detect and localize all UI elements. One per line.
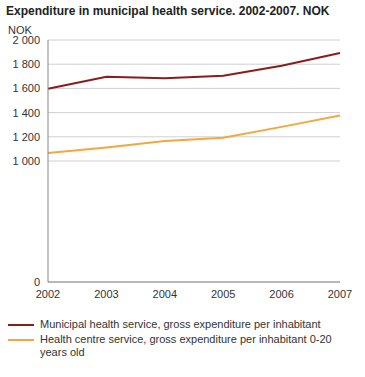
svg-text:1 000: 1 000 [12,155,40,167]
svg-text:2005: 2005 [211,288,235,300]
svg-text:2 000: 2 000 [12,34,40,46]
svg-text:2007: 2007 [328,288,352,300]
svg-text:0: 0 [34,276,40,288]
svg-text:2003: 2003 [94,288,118,300]
svg-text:1 600: 1 600 [12,82,40,94]
html-text:NOK: NOK [8,24,32,36]
html-text:Municipal health service, gros: Municipal health service, gross expendit… [40,318,321,330]
svg-text:1 400: 1 400 [12,107,40,119]
svg-text:2004: 2004 [153,288,177,300]
html-text:Expenditure in municipal healt: Expenditure in municipal health service.… [6,4,330,18]
svg-text:2002: 2002 [36,288,60,300]
svg-text:1 800: 1 800 [12,58,40,70]
svg-text:1 200: 1 200 [12,131,40,143]
html-text:Health centre service, gross e: Health centre service, gross expenditure… [40,333,332,358]
svg-text:2006: 2006 [269,288,293,300]
